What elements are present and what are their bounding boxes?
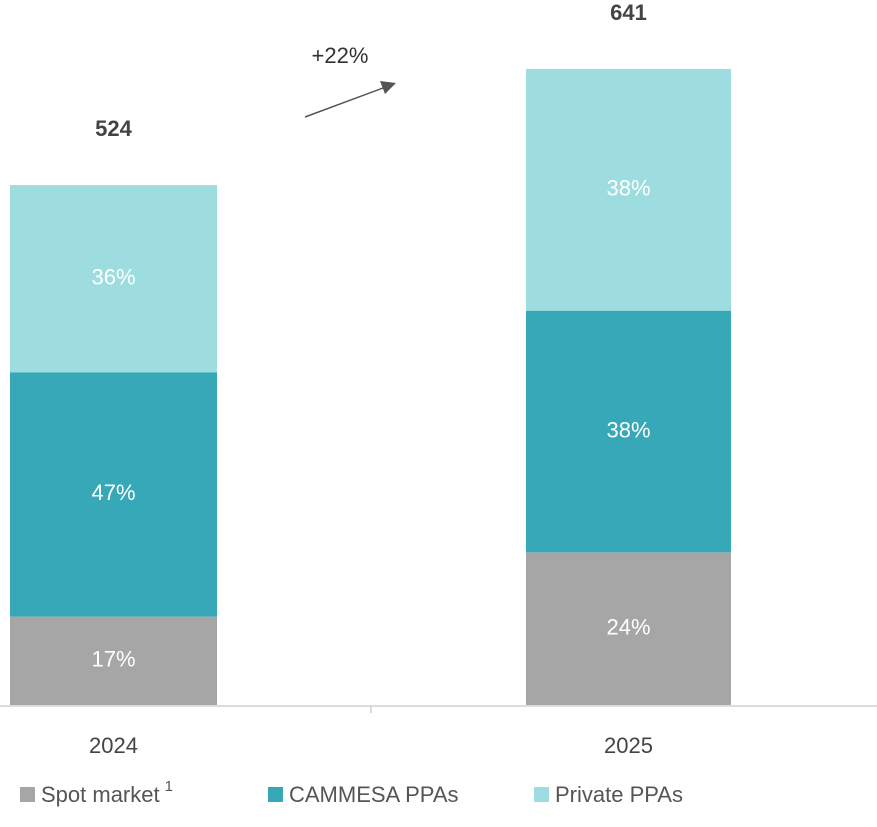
legend-name: Spot market <box>41 782 160 807</box>
segment-label: 36% <box>91 264 135 289</box>
segment-label: 47% <box>91 480 135 505</box>
bar-segment <box>526 552 731 705</box>
legend-swatch <box>20 787 35 802</box>
legend-name: CAMMESA PPAs <box>289 782 459 807</box>
bar-segment <box>10 185 217 373</box>
bar-segment <box>10 616 217 705</box>
arrow-head <box>380 81 396 94</box>
legend-footnote: 1 <box>165 778 173 795</box>
segment-label: 24% <box>606 614 650 639</box>
legend-label: Spot market 1 <box>41 778 173 807</box>
segment-label: 38% <box>606 417 650 442</box>
legend-swatch <box>268 787 283 802</box>
x-tick-label: 2024 <box>89 733 138 758</box>
x-tick-label: 2025 <box>604 733 653 758</box>
total-label: 641 <box>610 0 647 25</box>
bar-segment <box>10 372 217 617</box>
legend-label: Private PPAs <box>555 782 683 807</box>
total-label: 524 <box>95 116 132 141</box>
growth-arrow <box>304 87 384 118</box>
legend-swatch <box>534 787 549 802</box>
segment-label: 38% <box>606 176 650 201</box>
bar-segment <box>526 310 731 553</box>
legend-label: CAMMESA PPAs <box>289 782 459 807</box>
legend-name: Private PPAs <box>555 782 683 807</box>
segment-label: 17% <box>91 647 135 672</box>
growth-annotation: +22% <box>312 43 369 68</box>
bar-segment <box>526 69 731 311</box>
